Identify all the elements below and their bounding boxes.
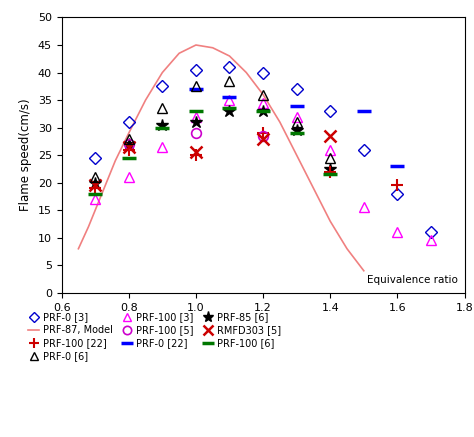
Text: Equivalence ratio: Equivalence ratio [367, 274, 458, 284]
Legend: PRF-0 [3], PRF-87, Model, PRF-100 [22], PRF-0 [6], PRF-100 [3], PRF-100 [5], PRF: PRF-0 [3], PRF-87, Model, PRF-100 [22], … [24, 309, 285, 365]
Y-axis label: Flame speed(cm/s): Flame speed(cm/s) [19, 99, 32, 212]
